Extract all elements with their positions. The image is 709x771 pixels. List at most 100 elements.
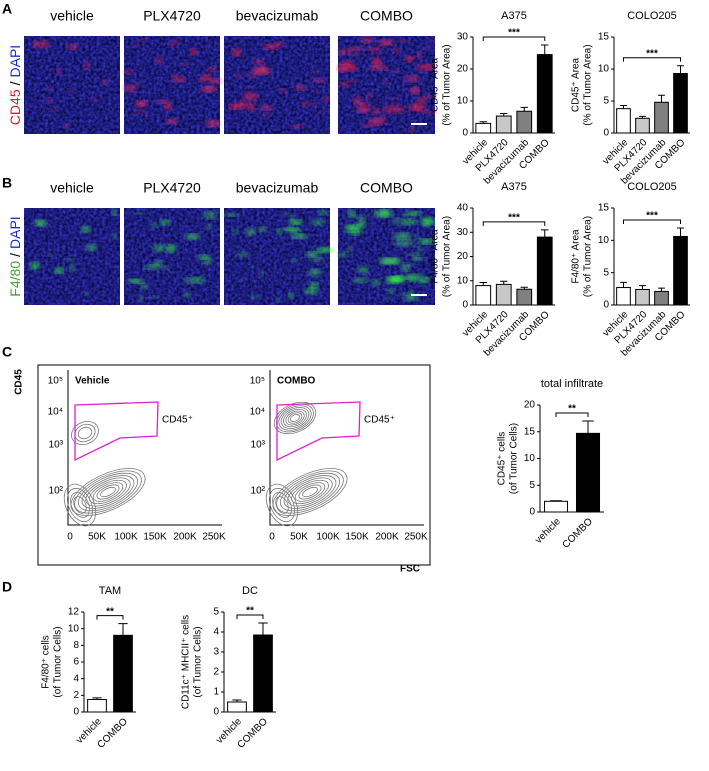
stain-signal (404, 55, 415, 62)
condition-label: vehicle (50, 8, 94, 24)
counterstain-name: DAPI (7, 216, 23, 249)
stain-signal (102, 79, 109, 86)
stain-signal (80, 226, 91, 233)
stain-signal (276, 228, 282, 236)
bar (673, 235, 688, 306)
stain-signal (64, 258, 75, 261)
bar (654, 101, 669, 134)
stain-signal (388, 275, 405, 282)
stain-signal (402, 262, 408, 267)
contour (73, 496, 87, 514)
stain-signal (131, 109, 147, 114)
y-tick-label: 2 (73, 690, 79, 701)
stain-signal (387, 98, 401, 101)
contour (70, 492, 90, 518)
significance-label: *** (646, 211, 658, 222)
contour (70, 468, 146, 516)
plot-title: Vehicle (75, 376, 110, 387)
stain-signal (403, 253, 417, 256)
y-axis-label: (of Tumor Cells) (53, 626, 64, 697)
micrograph-texture (124, 36, 220, 134)
plot-title: COMBO (277, 376, 316, 387)
stain-signal (417, 51, 422, 59)
bar (516, 288, 533, 306)
y-axis-label: CD11c⁺ MHCII⁺ cells (181, 615, 192, 709)
significance-bracket (96, 615, 124, 620)
stain-signal (250, 266, 257, 269)
stain-signal (348, 231, 362, 236)
error-bar (541, 229, 549, 238)
y-tick-label: 10⁵ (250, 376, 265, 387)
condition-label: bevacizumab (236, 8, 319, 24)
stain-signal (276, 43, 286, 47)
contour (77, 426, 93, 440)
contour (285, 410, 305, 426)
stain-signal (361, 36, 374, 44)
error-bar (500, 280, 508, 285)
contour (283, 408, 307, 428)
y-tick-label: 10⁴ (48, 407, 63, 418)
contour (81, 475, 135, 509)
stain-signal (408, 290, 414, 298)
stain-signal (352, 97, 363, 105)
contour (283, 475, 337, 509)
stain-signal (232, 48, 241, 57)
contour (287, 477, 333, 507)
stain-signal (263, 112, 270, 117)
y-tick-label: 5 (603, 96, 609, 107)
contour (77, 472, 139, 512)
stain-signal (342, 79, 361, 83)
stain-signal (311, 248, 317, 252)
stain-signal (317, 247, 334, 253)
stain-signal (138, 295, 144, 303)
y-axis-label: (% of Tumor Area) (583, 44, 594, 125)
stain-signal (316, 110, 326, 114)
stain-signal (92, 97, 98, 101)
stain-signal (151, 221, 157, 225)
panel-label: A (2, 1, 12, 17)
y-axis-label: (% of Tumor Area) (442, 216, 453, 297)
bar (475, 285, 492, 306)
y-tick-label: 20 (524, 400, 536, 411)
stain-signal (132, 44, 139, 49)
y-tick-label: 0 (462, 128, 468, 139)
contour (96, 484, 120, 500)
stain-signal (203, 211, 217, 219)
stain-signal (352, 277, 369, 283)
bar (543, 500, 569, 513)
chart-title: total infiltrate (541, 378, 603, 390)
stain-signal (206, 120, 221, 127)
stain-signal (132, 212, 146, 215)
stain-signal (322, 96, 329, 103)
y-tick-label: 10³ (251, 440, 266, 451)
stain-signal (133, 81, 142, 85)
y-tick-label: 10³ (49, 440, 64, 451)
error-bar (677, 227, 684, 237)
stain-signal (166, 244, 176, 253)
significance-bracket (236, 614, 264, 619)
plot-axes (269, 370, 424, 526)
flow-frame (37, 364, 431, 566)
stain-signal (208, 78, 223, 84)
significance-label: *** (646, 48, 658, 59)
stain-signal (184, 277, 197, 284)
stain-signal (419, 277, 431, 283)
micrograph-texture (24, 36, 120, 134)
bar (253, 634, 273, 713)
category-label: vehicle (533, 516, 563, 546)
stain-signal (29, 261, 41, 270)
stain-signal (403, 295, 419, 301)
contour (269, 487, 295, 523)
stain-signal (416, 64, 437, 71)
bar (536, 54, 553, 134)
error-bar (677, 65, 684, 74)
stain-signal (263, 44, 280, 50)
y-tick-label: 10 (598, 235, 610, 246)
y-tick-label: 15 (598, 203, 610, 214)
y-tick-label: 4 (213, 627, 219, 638)
y-tick-label: 10 (524, 453, 536, 464)
stain-signal (235, 101, 247, 110)
panel-label: D (2, 579, 12, 595)
stain-name: F4/80 (7, 261, 23, 297)
